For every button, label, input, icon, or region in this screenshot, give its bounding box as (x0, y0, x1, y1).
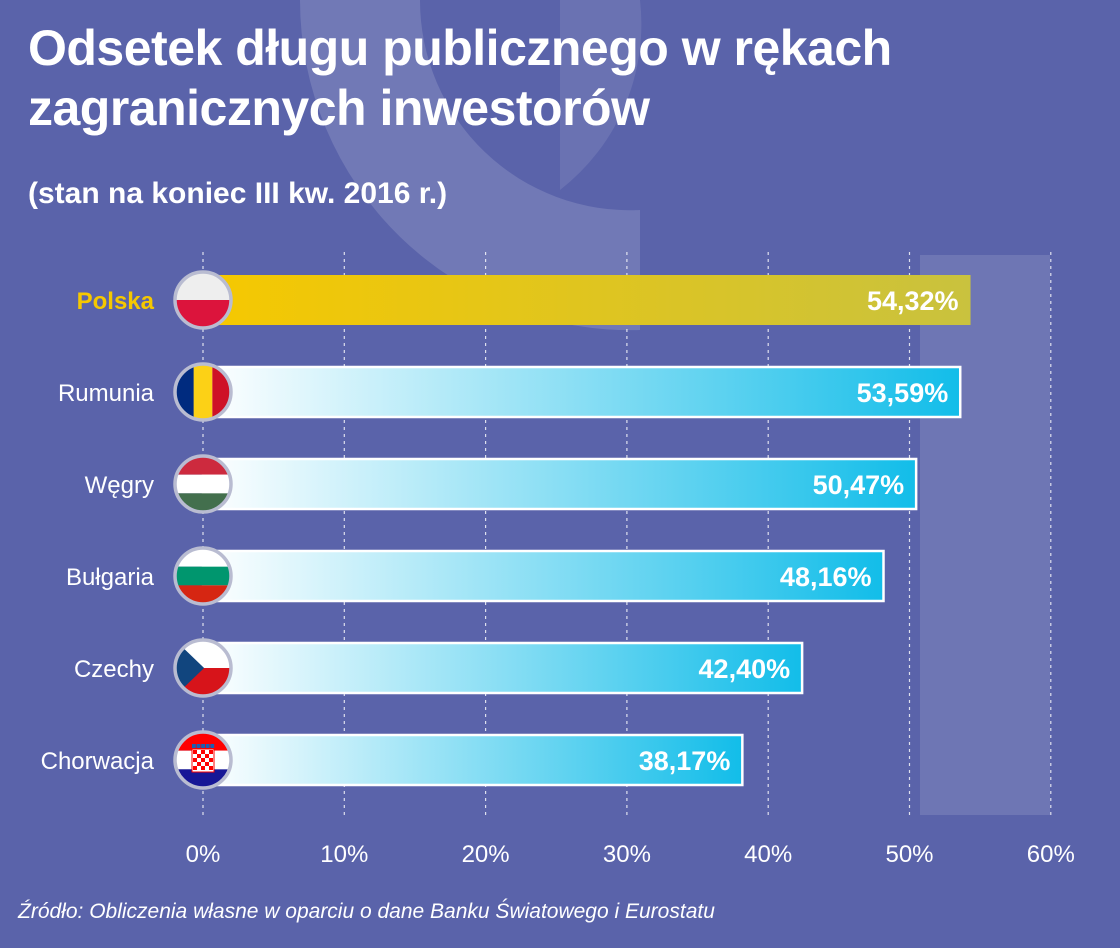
category-label: Czechy (74, 656, 154, 683)
data-label: 42,40% (699, 654, 791, 684)
category-label: Węgry (85, 472, 154, 499)
x-tick-label: 40% (744, 841, 792, 868)
romania-flag-icon (173, 362, 233, 422)
category-label: Polska (77, 288, 155, 315)
bars: 54,32% 53,59% 50,47% 48,16% 42,40% 38,17% (201, 275, 971, 787)
x-tick-label: 20% (462, 841, 510, 868)
czech-flag-icon (173, 638, 233, 698)
x-tick-label: 50% (885, 841, 933, 868)
x-tick-label: 30% (603, 841, 651, 868)
category-label: Rumunia (58, 380, 155, 407)
bar-2 (201, 457, 918, 511)
bar-5 (201, 733, 744, 787)
flags (173, 270, 233, 790)
bar-1 (201, 365, 962, 419)
poland-flag-icon (173, 270, 233, 330)
data-label: 53,59% (857, 378, 949, 408)
category-label: Chorwacja (41, 748, 155, 775)
chart-title: Odsetek długu publicznego w rękach zagra… (28, 20, 892, 136)
data-label: 38,17% (639, 746, 731, 776)
data-label: 48,16% (780, 562, 872, 592)
x-axis-ticks: 0% 10% 20% 30% 40% 50% 60% (186, 841, 1075, 868)
gridlines (202, 252, 1052, 815)
bulgaria-flag-icon (173, 546, 233, 606)
data-label: 50,47% (813, 470, 905, 500)
hungary-flag-icon (173, 454, 233, 514)
chart-subtitle: (stan na koniec III kw. 2016 r.) (28, 177, 448, 210)
category-label: Bułgaria (66, 564, 155, 591)
data-label: 54,32% (867, 286, 959, 316)
x-tick-label: 0% (186, 841, 221, 868)
source-note: Źródło: Obliczenia własne w oparciu o da… (18, 900, 715, 923)
bar-0 (203, 275, 971, 325)
croatia-flag-icon (173, 730, 233, 790)
x-tick-label: 60% (1027, 841, 1075, 868)
category-labels: Polska Rumunia Węgry Bułgaria Czechy Chorwacj… (41, 288, 155, 775)
x-tick-label: 10% (320, 841, 368, 868)
